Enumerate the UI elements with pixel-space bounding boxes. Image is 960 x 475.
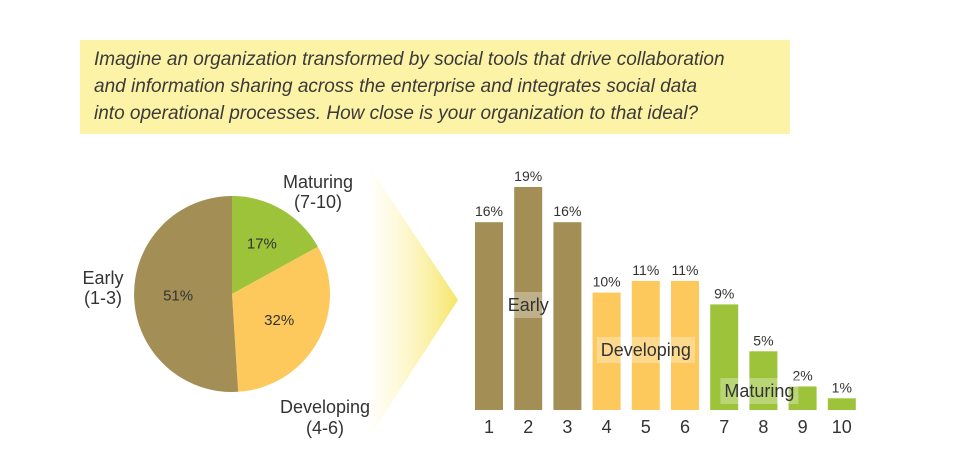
bar-value-label-3: 16%: [553, 203, 581, 219]
bar-category-label-5: 5: [641, 417, 651, 437]
pie-label-developing-name: Developing: [280, 397, 370, 417]
bar-1: [475, 222, 503, 410]
bar-9: [788, 386, 817, 410]
pie-label-developing-range: (4-6): [306, 418, 344, 438]
bar-category-label-10: 10: [832, 417, 852, 437]
group-label-backdrop-early: [503, 292, 553, 318]
bar-value-label-4: 10%: [593, 274, 621, 290]
group-label-backdrop-maturing: [720, 378, 799, 404]
pie-slice-maturing: [232, 196, 318, 294]
bar-8: [749, 351, 778, 410]
bar-5: [631, 280, 660, 410]
group-label-maturing: Maturing: [724, 381, 794, 401]
pie-slice-developing: [232, 246, 331, 392]
question-line-1: Imagine an organization transformed by s…: [94, 49, 725, 70]
bar-7: [710, 304, 739, 410]
question-line-2: and information sharing across the enter…: [94, 76, 698, 97]
pie-value-label-maturing: 17%: [247, 235, 277, 252]
survey-question: Imagine an organization transformed by s…: [80, 40, 790, 134]
bar-category-label-6: 6: [680, 417, 690, 437]
connector-arrow: [370, 168, 458, 436]
bar-value-label-1: 16%: [475, 203, 503, 219]
pie-value-label-early: 51%: [163, 288, 193, 305]
bar-value-label-8: 5%: [753, 332, 773, 348]
bar-category-label-8: 8: [758, 417, 768, 437]
pie-chart: 17% 32% 51%: [134, 196, 331, 392]
group-label-backdrop-developing: [596, 337, 695, 363]
group-label-developing: Developing: [601, 340, 691, 360]
bar-4: [592, 292, 621, 410]
bar-6: [671, 280, 699, 410]
bar-value-label-10: 1%: [832, 379, 852, 395]
pie-slice-early: [134, 196, 239, 392]
bar-value-label-5: 11%: [632, 262, 659, 278]
bar-category-label-9: 9: [798, 417, 808, 437]
bar-category-label-7: 7: [719, 417, 729, 437]
bar-value-label-7: 9%: [714, 285, 734, 301]
pie-label-maturing-range: (7-10): [294, 192, 342, 212]
bar-value-label-9: 2%: [792, 368, 812, 384]
bar-2: [514, 187, 543, 410]
bar-category-label-4: 4: [602, 417, 612, 437]
bar-10: [827, 398, 856, 410]
bar-value-label-2: 19%: [514, 168, 542, 184]
bar-chart: 16% 1 19% 2 16% 3 10% 4 11% 5 11% 6 9% 7 5% 8 2% 9 1% 10 Ear…: [475, 168, 856, 437]
pie-label-early-name: Early: [82, 268, 123, 288]
pie-label-maturing-name: Maturing: [283, 172, 353, 192]
pie-label-early-range: (1-3): [84, 288, 122, 308]
bar-value-label-6: 11%: [672, 262, 699, 278]
pie-value-label-developing: 32%: [264, 312, 294, 329]
bar-3: [553, 222, 582, 410]
bar-category-label-2: 2: [523, 417, 533, 437]
bar-category-label-3: 3: [562, 417, 572, 437]
group-label-early: Early: [508, 295, 549, 315]
question-line-3: into operational processes. How close is…: [94, 103, 699, 124]
bar-category-label-1: 1: [484, 417, 494, 437]
